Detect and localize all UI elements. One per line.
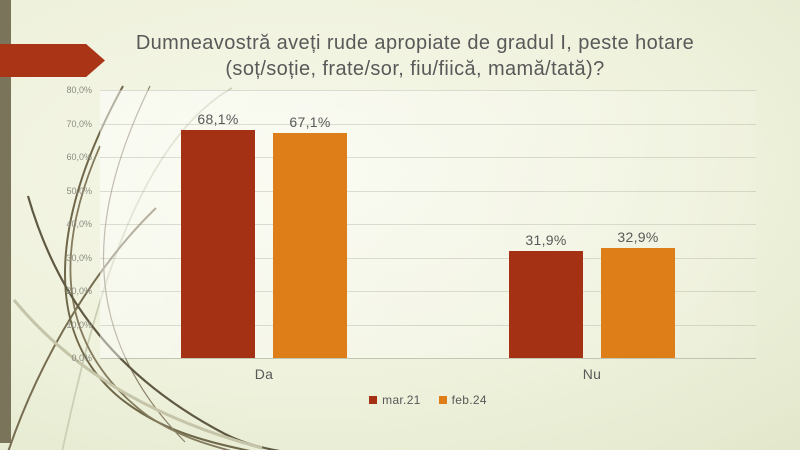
y-tick-label-50: 50,0%: [66, 185, 92, 196]
gridline-80: [100, 90, 756, 91]
legend-swatch-icon: [438, 396, 447, 404]
wisp-curve: [69, 145, 232, 450]
bar-mar.21-Nu: 31,9%: [509, 232, 583, 358]
y-tick-label-40: 40,0%: [66, 219, 92, 229]
x-category-label-Nu: Nu: [582, 366, 602, 382]
legend-item-feb.24: feb.24: [438, 393, 487, 407]
slide-title: Dumneavostră aveți rude apropiate de gra…: [135, 32, 695, 80]
bar-mar.21-Da: 68,1%: [181, 111, 255, 358]
y-tick-label-60: 60,0%: [66, 152, 92, 162]
gridline-30: [100, 257, 756, 259]
y-tick-label-0: 0,0%: [71, 353, 92, 363]
plot-area: 0,0% 10,0% 20,0% 30,0% 40,0% 50,0% 60,0% 70,0% 8…: [66, 85, 756, 382]
bar-feb.24-Nu: 32,9%: [601, 229, 675, 358]
y-tick-label-80: 80,0%: [66, 85, 92, 95]
legend-swatch-icon: [369, 396, 378, 404]
data-label-mar.21-Da: 68,1%: [197, 111, 239, 127]
legend-item-mar.21: mar.21: [369, 393, 421, 407]
data-label-feb.24-Da: 67,1%: [289, 114, 331, 130]
gridline-60: [100, 157, 756, 158]
data-label-mar.21-Nu: 31,9%: [525, 232, 567, 248]
y-tick-label-30: 30,0%: [66, 252, 92, 263]
gridline-70: [100, 123, 756, 125]
gridline-20: [100, 291, 756, 292]
y-tick-label-20: 20,0%: [66, 286, 92, 296]
wisp-curve: [64, 85, 251, 450]
legend-label: feb.24: [451, 393, 487, 407]
y-tick-label-10: 10,0%: [66, 319, 92, 330]
wisp-curve: [12, 299, 263, 450]
left-edge-strip: [0, 0, 11, 443]
data-label-feb.24-Nu: 32,9%: [617, 229, 659, 245]
gridline-40: [100, 224, 756, 225]
legend-label: mar.21: [382, 393, 421, 407]
y-tick-label-70: 70,0%: [66, 118, 92, 129]
x-category-label-Da: Da: [254, 366, 274, 382]
gridline-10: [100, 324, 756, 326]
bar-feb.24-Da: 67,1%: [273, 114, 347, 358]
gridline-0: [100, 358, 756, 359]
red-arrow-decoration: [0, 44, 105, 77]
gridline-50: [100, 190, 756, 192]
chart-legend: mar.21 feb.24: [100, 393, 756, 407]
